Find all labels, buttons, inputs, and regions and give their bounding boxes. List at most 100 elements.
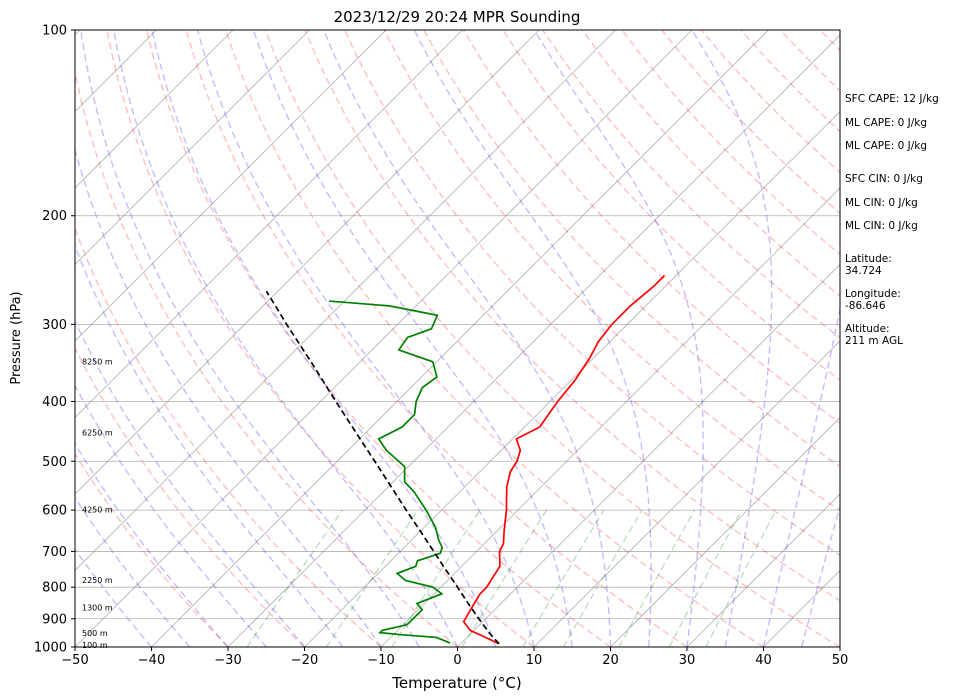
dry-adiabat <box>225 30 764 647</box>
plot-frame <box>74 29 841 648</box>
mixing-ratio-line <box>522 509 605 647</box>
dry-adiabat <box>581 30 840 297</box>
height-labels: 100 m 500 m 1300 m 2250 m 4250 m 6250 m 8250 m <box>82 357 113 650</box>
moist-adiabat <box>112 30 459 647</box>
x-tick-label: −50 <box>61 653 88 668</box>
latitude-label: Latitude: <box>845 253 892 265</box>
y-tick-label: 800 <box>42 581 67 596</box>
moist-adiabat <box>801 504 840 647</box>
sounding-series <box>265 274 666 645</box>
isotherm-line <box>75 30 234 189</box>
altitude-label: Altitude: <box>845 323 890 335</box>
y-tick-label: 700 <box>42 545 67 560</box>
height-label: 2250 m <box>82 576 113 585</box>
x-tick-label: −40 <box>138 653 165 668</box>
y-tick-label: 100 <box>42 24 67 39</box>
dry-adiabat <box>343 30 840 557</box>
x-tick-label: 10 <box>526 653 543 668</box>
x-tick-label: 40 <box>755 653 772 668</box>
height-label: 4250 m <box>82 506 113 515</box>
height-label: 100 m <box>82 641 108 650</box>
y-tick-label: 1000 <box>34 641 67 656</box>
dewpoint-series-line <box>329 300 451 644</box>
y-tick-label: 300 <box>42 318 67 333</box>
plot-area <box>0 30 840 647</box>
isotherm-line <box>75 30 463 419</box>
dry-adiabat <box>264 30 840 647</box>
dry-adiabat <box>106 30 535 647</box>
dry-adiabat <box>462 30 840 424</box>
stat-ml-cin-2: ML CIN: 0 J/kg <box>845 220 918 232</box>
x-tick-label: 0 <box>453 653 461 668</box>
dry-adiabat <box>75 452 229 647</box>
height-label: 8250 m <box>82 357 113 366</box>
stat-ml-cape: ML CAPE: 0 J/kg <box>845 117 927 129</box>
x-tick-label: 50 <box>832 653 849 668</box>
mixing-ratio-line <box>618 509 696 647</box>
y-tick-label: 200 <box>42 209 67 224</box>
latitude-value: 34.724 <box>845 265 882 277</box>
dry-adiabat <box>75 346 305 647</box>
moist-adiabats <box>75 30 840 647</box>
altitude-value: 211 m AGL <box>845 335 903 347</box>
height-label: 6250 m <box>82 429 113 438</box>
x-tick-label: −10 <box>367 653 394 668</box>
isotherm-line <box>151 30 769 647</box>
parcel-series-line <box>265 290 500 645</box>
dry-adiabat <box>304 30 840 602</box>
isotherm-line <box>457 263 840 647</box>
mixing-ratio-line <box>461 509 548 647</box>
moist-adiabat <box>762 304 840 647</box>
isotherm-line <box>0 30 4 647</box>
stat-ml-cin: ML CIN: 0 J/kg <box>845 197 918 209</box>
moist-adiabat <box>80 30 420 647</box>
y-axis-ticks: 1000 900 800 700 600 500 400 300 200 100 <box>34 24 75 656</box>
moist-adiabat <box>413 30 652 647</box>
y-tick-label: 600 <box>42 504 67 519</box>
x-axis-ticks: −50 −40 −30 −20 −10 0 10 20 30 40 50 <box>61 647 848 668</box>
moist-adiabat <box>75 547 153 647</box>
isotherm-line <box>75 30 387 342</box>
dry-adiabat <box>383 30 840 512</box>
dry-adiabat <box>75 226 382 647</box>
y-tick-label: 500 <box>42 455 67 470</box>
isobar-gridlines <box>75 30 840 647</box>
dry-adiabat <box>423 30 840 468</box>
stat-sfc-cape: SFC CAPE: 12 J/kg <box>845 93 939 105</box>
moist-adiabat <box>691 30 773 647</box>
dry-adiabat <box>185 30 688 647</box>
mixing-ratio-line <box>325 509 419 647</box>
y-tick-label: 900 <box>42 612 67 627</box>
moist-adiabat <box>75 319 306 647</box>
dry-adiabats <box>75 30 840 647</box>
moist-adiabat <box>75 384 267 647</box>
isotherm-line <box>75 30 693 647</box>
chart-title: 2023/12/29 20:24 MPR Sounding <box>334 8 581 26</box>
dry-adiabat <box>542 30 840 339</box>
isotherm-gridlines <box>0 30 840 647</box>
dry-adiabat <box>75 69 458 647</box>
stat-ml-cape-2: ML CAPE: 0 J/kg <box>845 140 927 152</box>
moist-adiabat <box>75 442 229 647</box>
isotherm-line <box>75 30 616 572</box>
x-tick-label: −30 <box>214 653 241 668</box>
height-label: 500 m <box>82 629 108 638</box>
isotherm-line <box>75 30 540 495</box>
x-tick-label: 20 <box>602 653 619 668</box>
moist-adiabat <box>75 243 344 647</box>
isotherm-line <box>304 110 840 647</box>
y-tick-label: 400 <box>42 395 67 410</box>
moist-adiabat <box>196 30 535 647</box>
stat-sfc-cin: SFC CIN: 0 J/kg <box>845 173 923 185</box>
x-tick-label: −20 <box>291 653 318 668</box>
isotherm-line <box>380 187 840 647</box>
mixing-ratio-line <box>562 509 643 647</box>
mixing-ratio-line <box>705 509 777 647</box>
isotherm-line <box>227 34 840 647</box>
isotherm-line <box>610 416 840 647</box>
y-axis-label: Pressure (hPa) <box>9 291 24 384</box>
dry-adiabat <box>502 30 840 381</box>
stats-panel: SFC CAPE: 12 J/kg ML CAPE: 0 J/kg ML CAP… <box>845 93 939 347</box>
moist-adiabat <box>151 30 497 647</box>
x-tick-label: 30 <box>679 653 696 668</box>
